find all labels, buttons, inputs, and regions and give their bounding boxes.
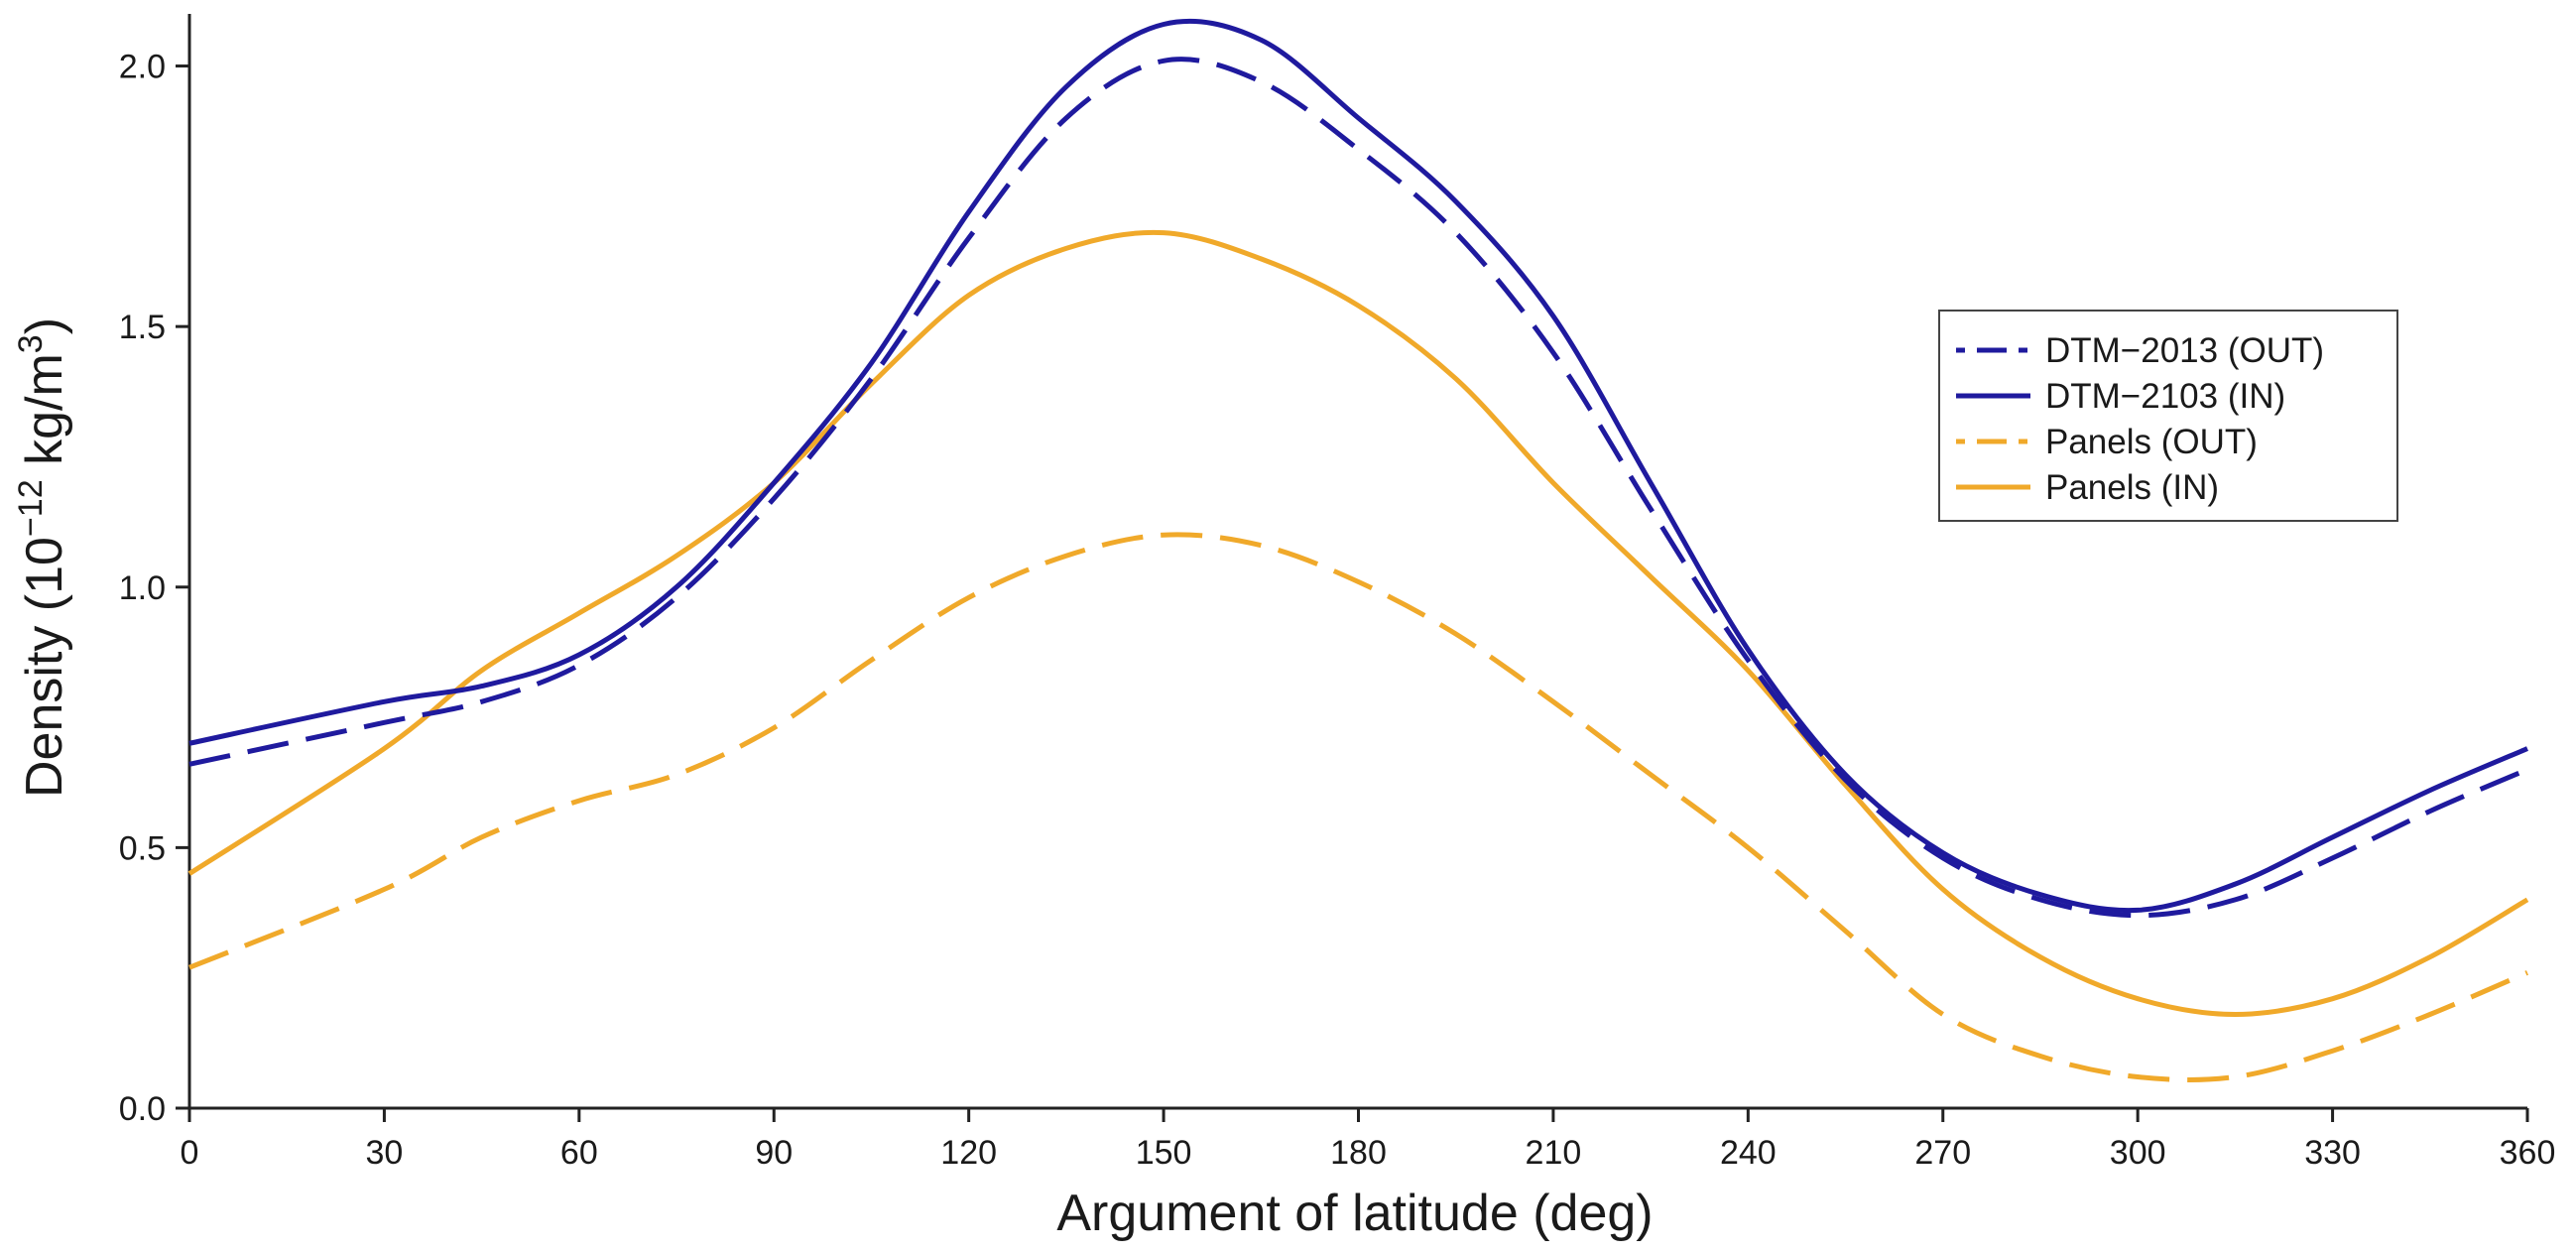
series-line-dtm-2013-out — [188, 57, 2528, 919]
legend-entry-label: DTM−2013 (OUT) — [2045, 331, 2324, 370]
legend-entry-label: Panels (OUT) — [2045, 423, 2258, 461]
y-axis-title-unit: kg/m — [16, 353, 73, 479]
legend: DTM−2013 (OUT) DTM−2103 (IN) Panels (OUT) P… — [1938, 310, 2398, 522]
series-layer — [187, 18, 2529, 1082]
x-tick-label: 120 — [940, 1134, 997, 1172]
x-tick-label: 0 — [181, 1134, 199, 1172]
axes: 0 30 60 90 120 150 180 210 240 270 300 330 360 0.0 0.5… — [119, 14, 2556, 1172]
x-tick-label: 270 — [1914, 1134, 1971, 1172]
y-axis-title-prefix: Density (10 — [16, 537, 73, 798]
y-tick-label: 0.5 — [119, 829, 166, 867]
legend-entry-label: DTM−2103 (IN) — [2045, 377, 2285, 416]
series-line-dtm-2103-in — [188, 18, 2528, 914]
y-axis-title-exponent: −12 — [12, 479, 50, 537]
x-tick-label: 240 — [1720, 1134, 1777, 1172]
y-tick-label: 0.0 — [119, 1090, 166, 1128]
x-tick-label: 330 — [2304, 1134, 2361, 1172]
y-axis-title: Density (10−12 kg/m3) — [12, 317, 73, 798]
y-tick-label: 2.0 — [119, 49, 166, 86]
y-tick-label: 1.0 — [119, 569, 166, 607]
x-tick-label: 30 — [366, 1134, 404, 1172]
x-tick-label: 60 — [560, 1134, 598, 1172]
x-axis-title: Argument of latitude (deg) — [1056, 1185, 1653, 1242]
x-tick-label: 90 — [755, 1134, 793, 1172]
x-tick-label: 300 — [2110, 1134, 2166, 1172]
series-line-panels-out — [188, 532, 2528, 1082]
y-axis-title-suffix: ) — [16, 317, 73, 334]
y-axis-title-unit-exponent: 3 — [12, 334, 50, 353]
x-tick-label: 210 — [1526, 1134, 1582, 1172]
legend-entry-label: Panels (IN) — [2045, 468, 2219, 507]
x-tick-label: 180 — [1330, 1134, 1387, 1172]
series-line-panels-in — [187, 229, 2529, 1017]
y-tick-label: 1.5 — [119, 309, 166, 346]
x-tick-label: 150 — [1136, 1134, 1192, 1172]
x-tick-label: 360 — [2500, 1134, 2556, 1172]
